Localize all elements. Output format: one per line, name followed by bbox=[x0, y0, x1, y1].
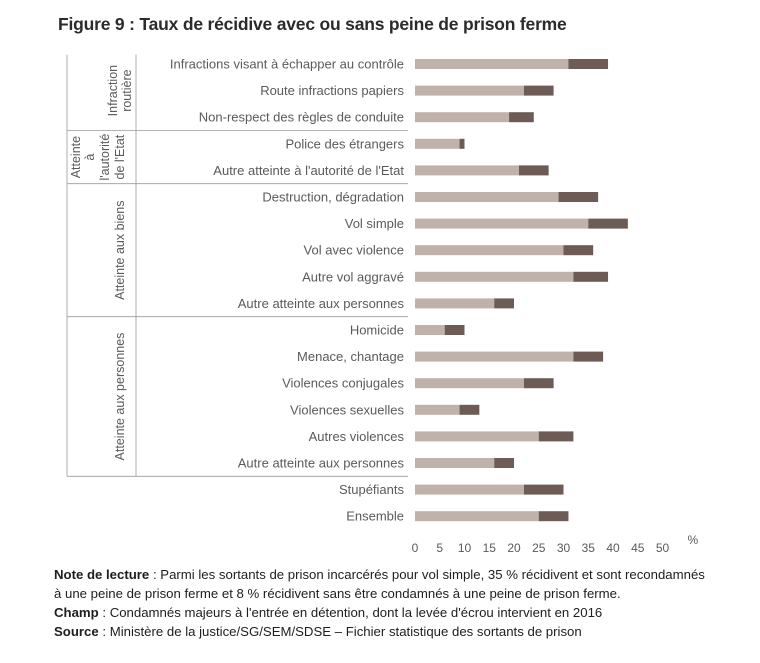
bar-sans-ferme bbox=[588, 218, 628, 229]
category-label: Vol avec violence bbox=[304, 243, 404, 258]
bar-ferme bbox=[415, 138, 460, 149]
category-label: Violences sexuelles bbox=[290, 402, 404, 417]
bar-ferme bbox=[415, 431, 539, 442]
note-source-text: : Ministère de la justice/SG/SEM/SDSE – … bbox=[98, 624, 582, 639]
category-label: Destruction, dégradation bbox=[262, 190, 404, 205]
group-label: l'autorité bbox=[98, 134, 112, 181]
bar-sans-ferme bbox=[459, 138, 465, 149]
x-tick-label: 10 bbox=[458, 541, 472, 555]
bar-ferme bbox=[415, 165, 519, 176]
x-tick-label: 0 bbox=[412, 541, 419, 555]
category-label: Homicide bbox=[350, 323, 404, 338]
bar-sans-ferme bbox=[509, 112, 534, 123]
bar-ferme bbox=[415, 325, 445, 335]
category-label: Non-respect des règles de conduite bbox=[199, 110, 404, 125]
bar-sans-ferme bbox=[494, 458, 514, 468]
bar-sans-ferme bbox=[523, 85, 554, 96]
bar-sans-ferme bbox=[538, 511, 569, 522]
group-label: Atteinte bbox=[69, 136, 83, 178]
bar-sans-ferme bbox=[558, 192, 599, 202]
bar-sans-ferme bbox=[494, 298, 514, 309]
x-tick-label: 50 bbox=[656, 541, 670, 555]
x-tick-label: 5 bbox=[436, 541, 443, 555]
bar-ferme bbox=[415, 59, 569, 69]
x-tick-label: 35 bbox=[582, 541, 596, 555]
bar-sans-ferme bbox=[538, 431, 574, 442]
x-tick-label: 20 bbox=[507, 541, 521, 555]
chart-title: Figure 9 : Taux de récidive avec ou sans… bbox=[58, 14, 567, 34]
x-tick-label: 40 bbox=[606, 541, 620, 555]
category-label: Menace, chantage bbox=[297, 349, 404, 364]
bar-sans-ferme bbox=[444, 325, 465, 335]
bar-sans-ferme bbox=[523, 378, 554, 389]
stacked-bar-chart: Infractions visant à échapper au contrôl… bbox=[66, 54, 699, 555]
bar-ferme bbox=[415, 511, 539, 522]
note-lecture-label: Note de lecture bbox=[54, 567, 150, 582]
x-tick-label: 25 bbox=[532, 541, 546, 555]
category-label: Autre atteinte aux personnes bbox=[238, 296, 405, 311]
category-label: Ensemble bbox=[346, 509, 404, 524]
bar-ferme bbox=[415, 85, 524, 96]
x-tick-label: 30 bbox=[557, 541, 571, 555]
note-champ-label: Champ bbox=[54, 605, 99, 620]
note-champ-text: : Condamnés majeurs à l'entrée en détent… bbox=[98, 605, 603, 620]
group-label: Atteinte aux personnes bbox=[113, 333, 127, 461]
bar-sans-ferme bbox=[459, 404, 480, 415]
group-label: Infraction bbox=[106, 65, 120, 116]
bar-sans-ferme bbox=[573, 271, 609, 282]
bar-ferme bbox=[415, 192, 559, 202]
bar-ferme bbox=[415, 271, 574, 282]
bar-sans-ferme bbox=[563, 245, 594, 256]
bar-ferme bbox=[415, 484, 524, 495]
bar-ferme bbox=[415, 404, 460, 415]
group-label: Atteinte aux biens bbox=[113, 201, 127, 300]
bar-sans-ferme bbox=[523, 484, 564, 495]
group-label: de l'Etat bbox=[113, 134, 127, 179]
bar-ferme bbox=[415, 112, 510, 123]
bar-ferme bbox=[415, 298, 495, 309]
x-unit-label: % bbox=[688, 533, 699, 547]
note-champ: Champ : Condamnés majeurs à l'entrée en … bbox=[54, 603, 714, 622]
category-label: Route infractions papiers bbox=[260, 83, 404, 98]
category-label: Autre atteinte aux personnes bbox=[238, 456, 405, 471]
note-source: Source : Ministère de la justice/SG/SEM/… bbox=[54, 622, 714, 641]
note-lecture: Note de lecture : Parmi les sortants de … bbox=[54, 565, 714, 603]
bar-ferme bbox=[415, 378, 524, 389]
note-lecture-text: : Parmi les sortants de prison incarcéré… bbox=[54, 567, 705, 601]
group-label: routière bbox=[120, 69, 134, 111]
category-label: Infractions visant à échapper au contrôl… bbox=[170, 57, 404, 72]
category-label: Autres violences bbox=[309, 429, 405, 444]
bar-ferme bbox=[415, 351, 574, 362]
bar-ferme bbox=[415, 245, 564, 256]
category-label: Autre vol aggravé bbox=[302, 269, 404, 284]
bar-sans-ferme bbox=[573, 351, 604, 362]
x-tick-label: 45 bbox=[631, 541, 645, 555]
bar-sans-ferme bbox=[568, 59, 609, 69]
x-tick-label: 15 bbox=[483, 541, 497, 555]
group-label: à bbox=[83, 154, 97, 161]
bar-ferme bbox=[415, 458, 495, 468]
bar-ferme bbox=[415, 218, 589, 229]
category-label: Police des étrangers bbox=[285, 136, 404, 151]
chart-notes: Note de lecture : Parmi les sortants de … bbox=[54, 565, 714, 641]
category-label: Violences conjugales bbox=[282, 376, 404, 391]
category-label: Autre atteinte à l'autorité de l'Etat bbox=[213, 163, 404, 178]
bar-sans-ferme bbox=[518, 165, 549, 176]
note-source-label: Source bbox=[54, 624, 99, 639]
category-label: Vol simple bbox=[345, 216, 404, 231]
category-label: Stupéfiants bbox=[339, 482, 405, 497]
